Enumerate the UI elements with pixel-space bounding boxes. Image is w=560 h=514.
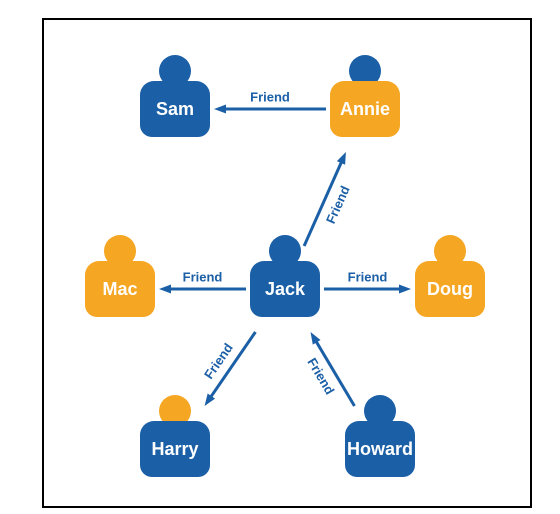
node-doug: Doug — [410, 235, 490, 325]
node-label-howard: Howard — [347, 439, 413, 460]
person-body-icon: Howard — [345, 421, 415, 477]
node-howard: Howard — [340, 395, 420, 485]
edge-label-jack-mac: Friend — [183, 270, 223, 285]
edge-label-jack-doug: Friend — [348, 270, 388, 285]
diagram-stage: Sam Annie Mac Jack Doug Harry Howard Friend Fri… — [0, 0, 560, 514]
arrowhead-jack-mac — [159, 285, 171, 294]
person-body-icon: Doug — [415, 261, 485, 317]
person-body-icon: Harry — [140, 421, 210, 477]
person-body-icon: Annie — [330, 81, 400, 137]
arrowhead-howard-jack — [311, 332, 321, 345]
node-label-harry: Harry — [151, 439, 198, 460]
arrowhead-annie-sam — [214, 105, 226, 114]
node-mac: Mac — [80, 235, 160, 325]
node-label-sam: Sam — [156, 99, 194, 120]
person-body-icon: Jack — [250, 261, 320, 317]
node-label-annie: Annie — [340, 99, 390, 120]
node-jack: Jack — [245, 235, 325, 325]
person-body-icon: Sam — [140, 81, 210, 137]
edge-label-annie-sam: Friend — [250, 90, 290, 105]
node-label-doug: Doug — [427, 279, 473, 300]
node-annie: Annie — [325, 55, 405, 145]
node-label-jack: Jack — [265, 279, 305, 300]
arrowhead-jack-annie — [337, 152, 346, 165]
node-label-mac: Mac — [102, 279, 137, 300]
node-sam: Sam — [135, 55, 215, 145]
node-harry: Harry — [135, 395, 215, 485]
person-body-icon: Mac — [85, 261, 155, 317]
